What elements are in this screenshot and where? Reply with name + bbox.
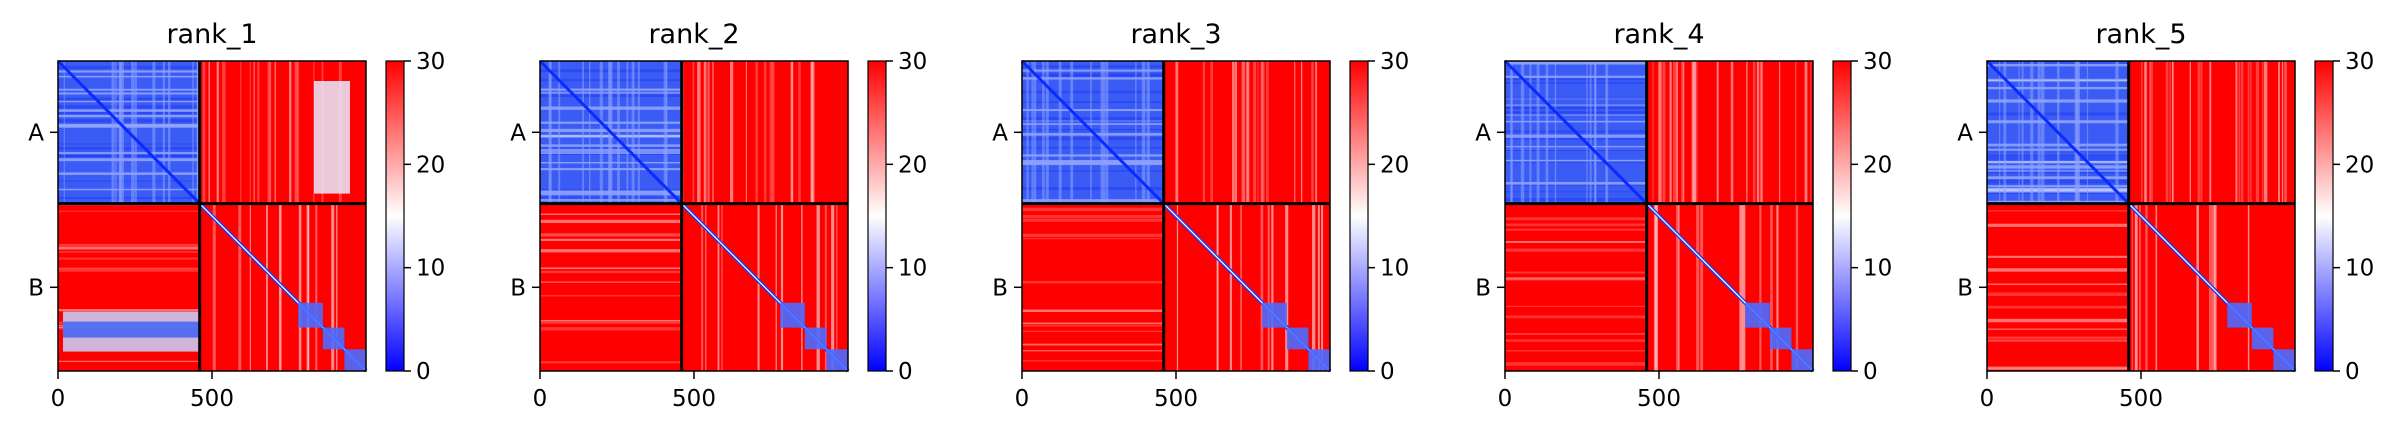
xtick-label: 500 (2119, 386, 2163, 412)
colorbar-tick-label: 20 (1380, 152, 1409, 178)
colorbar-tick-label: 30 (898, 49, 927, 75)
colorbar-tick-label: 30 (416, 49, 445, 75)
panel-2: rank_2 A B 0 500 0 10 20 30 (510, 19, 927, 412)
domain-block-1 (2227, 302, 2252, 328)
diagonal-A (1020, 59, 1165, 205)
colorbar-tick-label: 20 (2345, 152, 2374, 178)
domain-block-1 (1262, 302, 1287, 328)
panel-4: rank_4 A B 0 500 0 10 20 30 (1475, 19, 1892, 412)
colorbar-tick-label: 0 (1863, 359, 1878, 385)
colorbar-tick-label: 20 (1863, 152, 1892, 178)
colorbar-tick-label: 10 (416, 256, 445, 282)
panel-title: rank_4 (1613, 19, 1704, 50)
heatmap (1503, 59, 1815, 373)
xtick-label: 500 (1154, 386, 1198, 412)
colorbar (1349, 60, 1369, 372)
xtick-label: 0 (533, 386, 548, 412)
pale-column (314, 81, 350, 194)
heatmap (1985, 59, 2297, 373)
ytick-label-chain-B: B (992, 275, 1008, 301)
colorbar-tick-label: 10 (1863, 256, 1892, 282)
heatmap (1020, 59, 1332, 373)
xtick-label: 0 (1498, 386, 1513, 412)
xtick-label: 500 (1637, 386, 1681, 412)
domain-block-2 (1286, 327, 1309, 350)
heatmap (538, 59, 851, 373)
ytick-label-chain-B: B (510, 275, 526, 301)
domain-block-2 (2251, 327, 2274, 350)
diagonal-A (1503, 59, 1648, 205)
colorbar-tick-label: 20 (416, 152, 445, 178)
panel-1: rank_1 A B 0 500 0 10 20 30 (28, 19, 445, 412)
colorbar (1832, 60, 1852, 372)
ytick-label-chain-A: A (1475, 120, 1491, 146)
panel-title: rank_3 (1130, 19, 1221, 50)
panel-title: rank_2 (648, 19, 739, 50)
xtick-label: 0 (1980, 386, 1995, 412)
panel-title: rank_5 (2095, 19, 2186, 50)
heatmap (56, 59, 368, 373)
colorbar-tick-label: 0 (1380, 359, 1395, 385)
domain-block-2 (804, 327, 827, 350)
domain-block-3 (826, 349, 848, 371)
domain-block-1 (298, 302, 323, 328)
colorbar-tick-label: 20 (898, 152, 927, 178)
colorbar-tick-label: 30 (1863, 49, 1892, 75)
colorbar-tick-label: 10 (1380, 256, 1409, 282)
low-error-core (63, 321, 200, 338)
colorbar-tick-label: 30 (1380, 49, 1409, 75)
domain-block-1 (780, 302, 805, 328)
ytick-label-chain-A: A (28, 120, 44, 146)
ytick-label-chain-B: B (1475, 275, 1491, 301)
domain-block-3 (344, 349, 366, 371)
panel-5: rank_5 A B 0 500 0 10 20 30 (1957, 19, 2374, 412)
colorbar-tick-label: 30 (2345, 49, 2374, 75)
xtick-label: 500 (672, 386, 716, 412)
domain-block-2 (1769, 327, 1792, 350)
colorbar (867, 60, 887, 372)
ytick-label-chain-B: B (28, 275, 44, 301)
domain-block-1 (1745, 302, 1770, 328)
xtick-label: 0 (51, 386, 66, 412)
colorbar-tick-label: 10 (898, 256, 927, 282)
domain-block-3 (2273, 349, 2295, 371)
domain-block-2 (322, 327, 345, 350)
colorbar-tick-label: 0 (416, 359, 431, 385)
xtick-label: 500 (190, 386, 234, 412)
colorbar (2314, 60, 2334, 372)
colorbar (385, 60, 405, 372)
colorbar-tick-label: 0 (898, 359, 913, 385)
xtick-label: 0 (1015, 386, 1030, 412)
diagonal-A (56, 59, 201, 205)
diagonal-A (1985, 59, 2130, 205)
ytick-label-chain-A: A (1957, 120, 1973, 146)
domain-block-3 (1791, 349, 1813, 371)
domain-block-3 (1308, 349, 1330, 371)
panel-title: rank_1 (166, 19, 257, 50)
ytick-label-chain-A: A (992, 120, 1008, 146)
panel-3: rank_3 A B 0 500 0 10 20 30 (992, 19, 1409, 412)
colorbar-tick-label: 0 (2345, 359, 2360, 385)
diagonal-A (538, 59, 683, 205)
ytick-label-chain-A: A (510, 120, 526, 146)
colorbar-tick-label: 10 (2345, 256, 2374, 282)
ytick-label-chain-B: B (1957, 275, 1973, 301)
